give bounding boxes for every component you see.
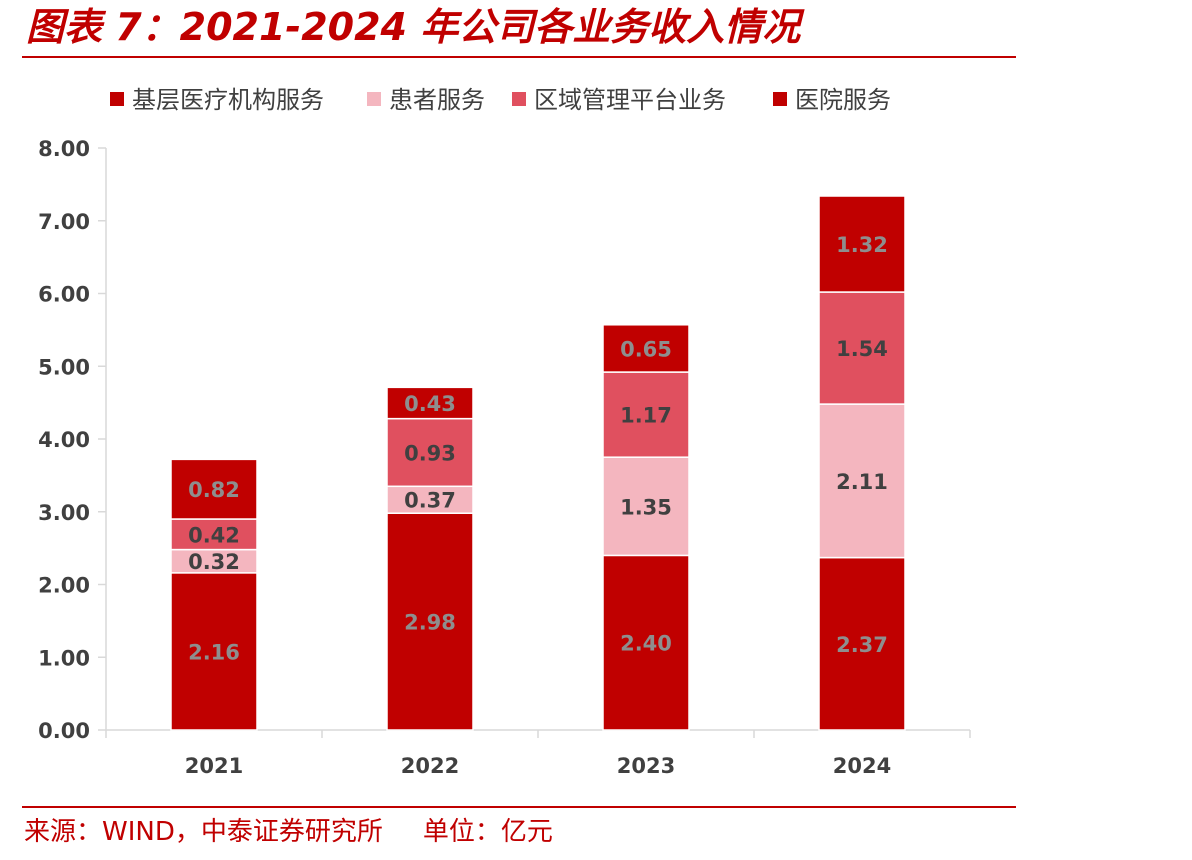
- bar-segment-2023-s3: [602, 371, 690, 458]
- data-label-2024-s3: 1.54: [836, 337, 888, 361]
- data-label-2022-s3: 0.93: [404, 441, 456, 465]
- bar-segment-2021-s4: [170, 458, 258, 520]
- data-label-2021-s2: 0.32: [188, 550, 240, 574]
- legend-swatch-1: [110, 92, 124, 106]
- data-label-2023-s1: 2.40: [620, 632, 672, 656]
- legend-label-4: 医院服务: [795, 86, 891, 114]
- footer-divider: [22, 806, 1016, 808]
- data-label-2022-s4: 0.43: [404, 392, 456, 416]
- legend-label-1: 基层医疗机构服务: [132, 86, 324, 114]
- x-axis: 2021 2022 2023 2024: [105, 729, 971, 778]
- y-tick-label: 3.00: [38, 501, 90, 525]
- legend-label-3: 区域管理平台业务: [534, 86, 726, 114]
- legend-swatch-2: [367, 92, 381, 106]
- y-tick-label: 2.00: [38, 574, 90, 598]
- y-tick-label: 1.00: [38, 646, 90, 670]
- data-label-2021-s1: 2.16: [188, 640, 240, 664]
- chart-title: 图表 7：2021-2024 年公司各业务收入情况: [26, 5, 801, 49]
- legend-swatch-4: [773, 92, 787, 106]
- data-label-2022-s1: 2.98: [404, 611, 456, 635]
- x-tick-label: 2023: [617, 754, 675, 778]
- x-tick-label: 2024: [833, 754, 891, 778]
- bar-segment-2023-s2: [602, 456, 690, 557]
- y-axis: 0.00 1.00 2.00 3.00 4.00 5.00 6.00 7.00 8.00: [38, 137, 107, 743]
- bar-segment-2024-s1: [818, 556, 906, 731]
- bars: [170, 195, 906, 731]
- legend: 基层医疗机构服务 患者服务 区域管理平台业务 医院服务: [110, 86, 891, 114]
- y-tick-label: 8.00: [38, 137, 90, 161]
- legend-swatch-3: [512, 92, 526, 106]
- bar-segment-2021-s1: [170, 572, 258, 731]
- data-label-2024-s4: 1.32: [836, 233, 888, 257]
- data-label-2021-s3: 0.42: [188, 523, 240, 547]
- x-tick-label: 2022: [401, 754, 459, 778]
- y-tick-label: 0.00: [38, 719, 90, 743]
- bar-segment-2022-s4: [386, 386, 474, 420]
- unit-text: 单位：亿元: [422, 817, 553, 847]
- legend-label-2: 患者服务: [389, 86, 485, 114]
- source-note: 来源：WIND，中泰证券研究所 单位：亿元: [24, 812, 553, 852]
- bar-segment-2022-s3: [386, 417, 474, 488]
- y-tick-label: 5.00: [38, 355, 90, 379]
- bar-segment-2024-s2: [818, 403, 906, 559]
- bar-segment-2022-s1: [386, 512, 474, 731]
- y-tick-label: 7.00: [38, 210, 90, 234]
- data-label-2021-s4: 0.82: [188, 478, 240, 502]
- source-text: 来源：WIND，中泰证券研究所: [24, 817, 383, 847]
- bar-segment-2022-s2: [386, 485, 474, 514]
- data-label-2023-s4: 0.65: [620, 337, 672, 361]
- data-labels: 2.16 0.32 0.42 0.82 2.98 0.37 0.93 0.43 2.40 1.35…: [188, 233, 888, 664]
- bar-segment-2024-s3: [818, 291, 906, 405]
- y-tick-label: 6.00: [38, 283, 90, 307]
- title-divider: [22, 56, 1016, 58]
- bar-segment-2023-s1: [602, 554, 690, 731]
- bar-segment-2023-s4: [602, 324, 690, 373]
- data-label-2024-s1: 2.37: [836, 633, 888, 657]
- data-label-2023-s3: 1.17: [620, 404, 672, 428]
- data-label-2023-s2: 1.35: [620, 495, 672, 519]
- x-tick-label: 2021: [185, 754, 243, 778]
- data-label-2022-s2: 0.37: [404, 489, 456, 513]
- bar-segment-2024-s4: [818, 195, 906, 293]
- data-label-2024-s2: 2.11: [836, 470, 888, 494]
- y-tick-label: 4.00: [38, 428, 90, 452]
